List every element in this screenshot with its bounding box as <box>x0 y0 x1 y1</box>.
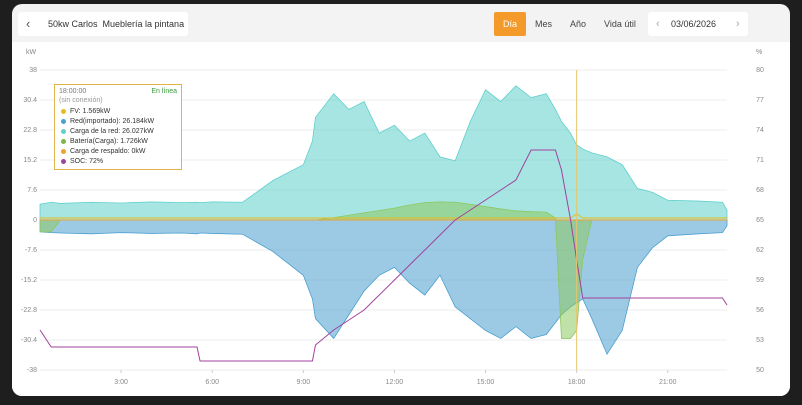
tooltip-label: Red(importado): <box>70 118 121 125</box>
y2-tick-label: 65 <box>756 217 764 224</box>
tooltip-row: Red(importado): 26.184kW <box>61 117 154 127</box>
y-tick-label: 7.6 <box>27 187 37 194</box>
y2-tick-label: 80 <box>756 67 764 74</box>
period-tab[interactable]: Día <box>494 12 527 36</box>
x-tick-label: 9:00 <box>297 379 311 386</box>
tooltip-dot <box>61 158 66 164</box>
y-tick-label: -22.8 <box>21 307 37 314</box>
y-tick-label: -15.2 <box>21 277 37 284</box>
prev-date[interactable]: ‹ <box>656 18 660 30</box>
y-tick-label: -7.6 <box>25 247 37 254</box>
tooltip-dot <box>61 128 66 134</box>
x-tick-label: 21:00 <box>659 379 677 386</box>
tooltip-time: 18:00:00 <box>59 88 87 95</box>
y2-tick-label: 68 <box>756 187 764 194</box>
tooltip-dot <box>61 148 66 154</box>
period-tab[interactable]: Año <box>570 19 587 29</box>
y-tick-label: 0 <box>33 217 37 224</box>
tooltip-row: Carga de la red: 26.027kW <box>61 127 154 137</box>
tooltip-row: Carga de respaldo: 0kW <box>61 147 146 157</box>
panel: ‹ 50kw Carlos Mueblería la pintana Día Me… <box>12 4 790 396</box>
y-tick-label: 15.2 <box>23 157 37 164</box>
area-series <box>39 85 728 221</box>
y2-tick-label: 77 <box>756 97 764 104</box>
tooltip-state: En línea <box>151 88 177 95</box>
date: 03/06/2026 <box>671 19 717 29</box>
tooltip-value: 26.027kW <box>122 128 154 135</box>
area-series <box>39 219 728 356</box>
back-button[interactable]: ‹ <box>26 16 31 31</box>
tooltip-value: 1.726kW <box>120 138 148 145</box>
period-tabs: Día Mes Año Vida útil <box>494 12 645 36</box>
x-tick-label: 18:00 <box>568 379 586 386</box>
x-tick-label: 6:00 <box>205 379 219 386</box>
tooltip-value: 1.569kW <box>82 108 111 115</box>
tooltip-status: (sin conexión) <box>59 97 103 104</box>
date-picker: ‹ 03/06/2026 › <box>648 12 748 36</box>
y-tick-label: -38 <box>27 367 37 374</box>
period-tab[interactable]: Vida útil <box>604 19 636 29</box>
tooltip-dot <box>61 138 66 144</box>
tooltip-label: Carga de la red: <box>70 128 121 135</box>
x-tick-label: 15:00 <box>477 379 495 386</box>
line-series <box>40 213 727 219</box>
next-date[interactable]: › <box>736 18 740 30</box>
tooltip-row: SOC: 72% <box>61 157 103 167</box>
y2-tick-label: 71 <box>756 157 764 164</box>
line-series <box>39 149 728 362</box>
y2-tick-label: 53 <box>756 337 764 344</box>
tooltip-label: SOC: <box>70 158 88 165</box>
tooltip-label: FV: <box>70 108 81 115</box>
tooltip-value: 72% <box>89 158 104 165</box>
x-tick-label: 3:00 <box>114 379 128 386</box>
tooltip-value: 0kW <box>131 148 146 155</box>
y2-tick-label: 50 <box>756 367 764 374</box>
y-tick-label: 38 <box>29 67 37 74</box>
title-bar: ‹ 50kw Carlos Mueblería la pintana <box>18 12 188 36</box>
tooltip-dot <box>61 118 66 124</box>
tooltip-label: Batería(Carga): <box>70 138 119 145</box>
y-tick-label: 22.8 <box>23 127 37 134</box>
plant-title: 50kw Carlos Mueblería la pintana <box>48 19 185 29</box>
tooltip: 18:00:00 (sin conexión) En línea FV: 1.5… <box>54 84 182 170</box>
y2-tick-label: 56 <box>756 307 764 314</box>
x-tick-label: 12:00 <box>386 379 404 386</box>
y2-axis-label: % <box>756 49 762 56</box>
y2-tick-label: 74 <box>756 127 764 134</box>
tooltip-row: Batería(Carga): 1.726kW <box>61 137 148 147</box>
y2-tick-label: 59 <box>756 277 764 284</box>
tooltip-label: Carga de respaldo: <box>70 148 130 155</box>
tooltip-dot <box>61 108 66 114</box>
tooltip-value: 26.184kW <box>122 118 155 125</box>
period-tab[interactable]: Mes <box>535 19 553 29</box>
y-axis-label: kW <box>26 49 37 56</box>
y-tick-label: -30.4 <box>21 337 37 344</box>
chart-area: kW% 38 30.4 22.8 15.2 7.6 0 -7.6 -15.2 -22.8 -30.4… <box>12 42 790 396</box>
tooltip-row: FV: 1.569kW <box>61 107 110 117</box>
y-tick-label: 30.4 <box>23 97 37 104</box>
y2-tick-label: 62 <box>756 247 764 254</box>
